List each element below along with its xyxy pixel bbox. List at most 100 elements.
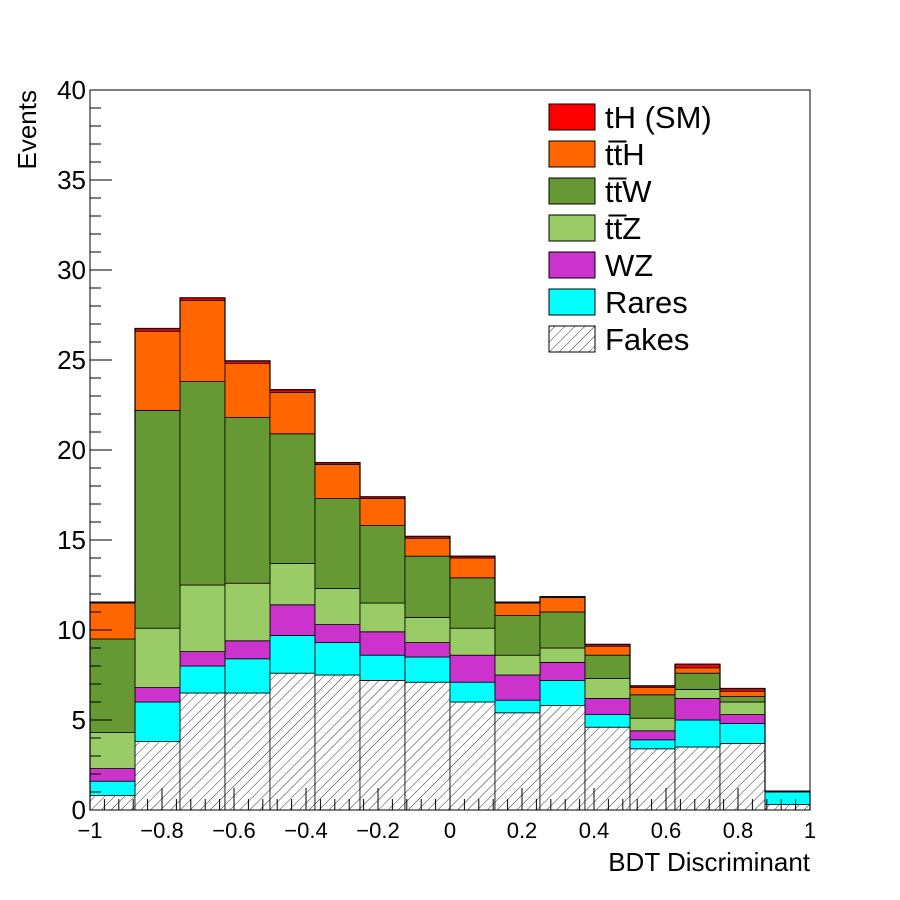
bar-tt-h-bin-14	[719, 690, 766, 698]
bar-tt-z-bin-11	[584, 678, 631, 699]
legend-swatch-th-sm	[548, 103, 596, 131]
bar-wz-bin-8	[449, 654, 496, 683]
bar-fakes-bin-11	[584, 726, 631, 811]
x-tick-label: 0.6	[651, 818, 682, 843]
bar-rares-bin-7	[404, 656, 451, 683]
histogram-bars	[89, 297, 811, 811]
legend-label-fakes: Fakes	[605, 322, 689, 357]
bar-tt-w-bin-4	[269, 433, 316, 564]
histogram-outline	[89, 297, 811, 810]
legend-swatch-wz	[548, 251, 596, 279]
bar-rares-bin-14	[719, 723, 766, 744]
bar-wz-bin-5	[314, 624, 361, 643]
bar-fakes-bin-1	[134, 741, 181, 811]
bar-wz-bin-2	[179, 651, 226, 667]
x-tick-label: −0.4	[284, 818, 327, 843]
bar-wz-bin-10	[539, 662, 586, 681]
bar-tt-z-bin-4	[269, 563, 316, 606]
bar-fakes-bin-15	[764, 804, 811, 811]
bar-tt-z-bin-13	[674, 689, 721, 699]
bar-rares-bin-15	[764, 791, 811, 806]
bar-tt-w-bin-11	[584, 654, 631, 680]
bar-fakes-bin-2	[179, 692, 226, 811]
bar-tt-h-bin-2	[179, 300, 226, 383]
bar-tt-z-bin-1	[134, 627, 181, 689]
y-tick-label: 20	[57, 435, 86, 465]
bar-tt-h-bin-5	[314, 463, 361, 499]
bar-rares-bin-3	[224, 658, 271, 694]
x-tick-label: 0.8	[723, 818, 754, 843]
bar-tt-h-bin-13	[674, 667, 721, 674]
bar-tt-w-bin-0	[89, 638, 136, 733]
bar-fakes-bin-6	[359, 680, 406, 811]
bar-wz-bin-11	[584, 698, 631, 716]
legend-label-wz: WZ	[605, 248, 653, 283]
bar-wz-bin-4	[269, 604, 316, 636]
bar-fakes-bin-10	[539, 705, 586, 811]
legend-swatch-tt-w	[548, 177, 596, 205]
bar-tt-w-bin-5	[314, 498, 361, 590]
y-tick-label: 0	[72, 795, 86, 825]
bar-wz-bin-6	[359, 631, 406, 656]
bar-wz-bin-3	[224, 640, 271, 660]
bar-tt-h-bin-3	[224, 363, 271, 419]
bar-rares-bin-9	[494, 699, 541, 714]
bar-tt-z-bin-2	[179, 584, 226, 652]
bar-fakes-bin-9	[494, 712, 541, 811]
bar-tt-h-bin-12	[629, 687, 676, 696]
bar-tt-z-bin-7	[404, 617, 451, 644]
x-tick-label: −0.2	[356, 818, 399, 843]
legend-label-rares: Rares	[605, 285, 688, 320]
bar-tt-w-bin-8	[449, 577, 496, 629]
x-tick-label: −0.6	[212, 818, 255, 843]
bar-tt-w-bin-14	[719, 696, 766, 703]
bar-rares-bin-5	[314, 642, 361, 676]
legend-label-tt-h: tt̅H	[605, 137, 645, 172]
bar-tt-h-bin-7	[404, 537, 451, 557]
bar-tt-z-bin-8	[449, 627, 496, 656]
bar-tt-z-bin-6	[359, 602, 406, 633]
bar-fakes-bin-5	[314, 674, 361, 811]
bar-wz-bin-0	[89, 768, 136, 782]
bar-fakes-bin-7	[404, 681, 451, 811]
bar-rares-bin-11	[584, 714, 631, 728]
bar-tt-z-bin-9	[494, 654, 541, 676]
x-tick-label: −0.8	[140, 818, 183, 843]
bar-tt-w-bin-9	[494, 615, 541, 656]
y-tick-label: 35	[57, 165, 86, 195]
y-axis: 0 5 10 15 20 25 30 35 40	[57, 75, 112, 825]
bar-fakes-bin-8	[449, 701, 496, 811]
bar-wz-bin-7	[404, 642, 451, 658]
bar-rares-bin-10	[539, 680, 586, 707]
bar-tt-w-bin-3	[224, 417, 271, 584]
bar-tt-h-bin-0	[89, 602, 136, 640]
legend-label-tt-w: tt̅W	[605, 174, 652, 209]
legend-swatch-rares	[548, 288, 596, 316]
bar-tt-w-bin-12	[629, 694, 676, 719]
bar-tt-w-bin-7	[404, 555, 451, 618]
y-axis-label: Events	[12, 90, 42, 170]
bar-rares-bin-13	[674, 719, 721, 748]
x-tick-label: 0	[444, 818, 456, 843]
x-tick-label: 0.2	[507, 818, 538, 843]
bar-tt-h-bin-6	[359, 498, 406, 527]
bar-wz-bin-14	[719, 714, 766, 724]
x-tick-label: −1	[77, 818, 102, 843]
y-tick-label: 5	[72, 705, 86, 735]
y-tick-label: 15	[57, 525, 86, 555]
bar-fakes-bin-3	[224, 692, 271, 811]
bar-tt-z-bin-3	[224, 582, 271, 642]
bar-rares-bin-2	[179, 665, 226, 694]
legend-label-th-sm: tH (SM)	[605, 100, 712, 135]
bar-tt-w-bin-2	[179, 381, 226, 586]
bar-tt-w-bin-1	[134, 409, 181, 629]
x-axis-label: BDT Discriminant	[608, 847, 811, 877]
bar-tt-h-bin-8	[449, 557, 496, 579]
bar-rares-bin-8	[449, 681, 496, 703]
bar-fakes-bin-0	[89, 795, 136, 811]
legend-swatch-tt-z	[548, 214, 596, 242]
legend-swatch-fakes	[548, 325, 596, 353]
bar-tt-w-bin-6	[359, 525, 406, 604]
x-tick-label: 0.4	[579, 818, 610, 843]
